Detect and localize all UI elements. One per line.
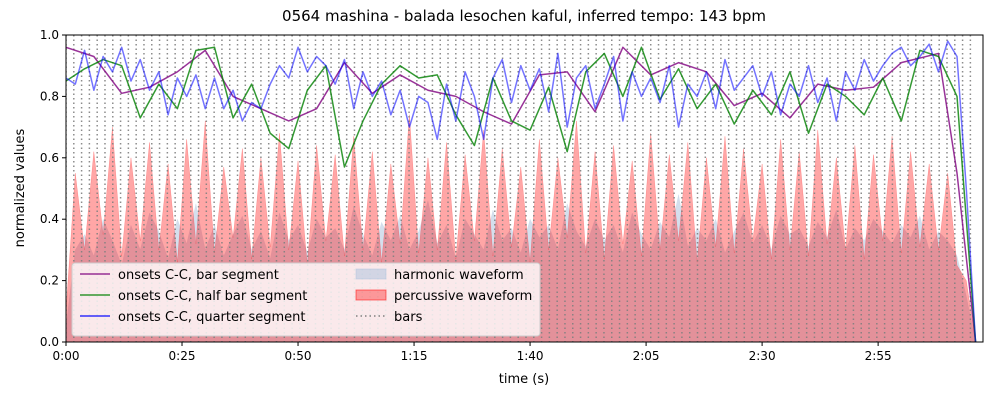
x-tick-label: 0:50 [285,349,312,363]
y-tick-label: 0.8 [40,89,59,103]
y-tick-label: 0.6 [40,151,59,165]
y-tick-label: 0.0 [40,335,59,349]
legend-swatch [355,268,387,280]
legend-label: bars [394,310,423,325]
legend: onsets C-C, bar segment onsets C-C, half … [71,262,541,337]
legend-label: onsets C-C, bar segment [118,268,279,283]
x-tick-label: 2:55 [865,349,892,363]
legend-label: harmonic waveform [394,268,524,283]
onset-line [66,46,977,342]
legend-box [71,262,541,337]
axes-frame [65,34,984,343]
chart-title: 0564 mashina - balada lesochen kaful, in… [282,7,766,25]
x-tick-label: 2:30 [749,349,776,363]
x-tick-label: 2:05 [633,349,660,363]
x-tick-label: 0:25 [169,349,196,363]
legend-label: percussive waveform [394,289,532,304]
y-tick-label: 0.4 [40,212,59,226]
onset-line [66,40,977,342]
x-tick-label: 1:15 [401,349,428,363]
legend-label: onsets C-C, half bar segment [118,289,307,304]
x-axis-label: time (s) [499,372,549,387]
legend-swatch [355,289,387,301]
legend-label: onsets C-C, quarter segment [118,310,305,325]
y-tick-label: 0.2 [40,274,59,288]
x-tick-label: 0:00 [53,349,80,363]
y-tick-label: 1.0 [40,28,59,42]
y-axis-label: normalized values [13,128,28,247]
x-tick-label: 1:40 [517,349,544,363]
